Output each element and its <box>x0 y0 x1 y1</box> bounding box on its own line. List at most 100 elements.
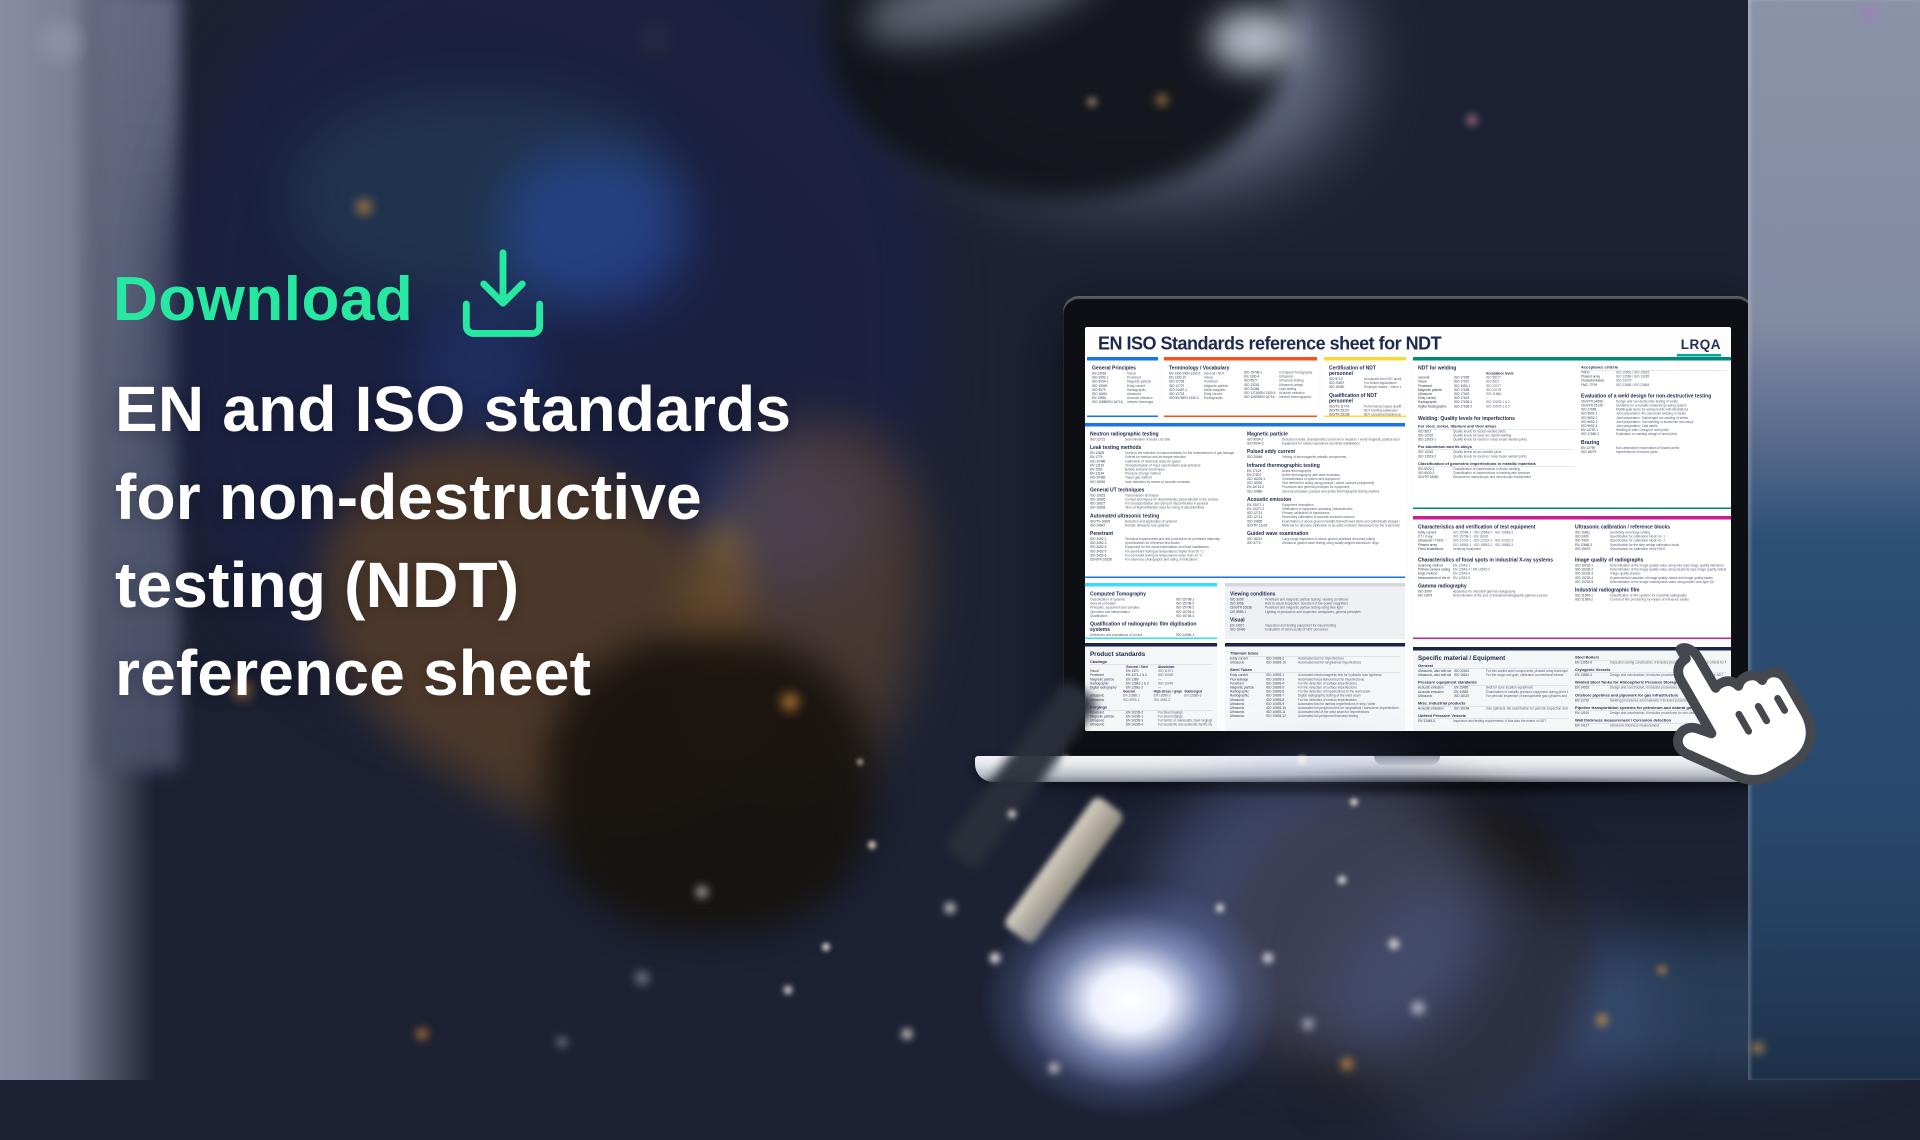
standard-row: ISO 19232-1 Determination of the image qu… <box>1575 564 1724 568</box>
standard-row: EN 12668-3 Specification for the step wed… <box>1575 543 1680 547</box>
standard-row: Ultrasonic EN 10228-4 For austenitic and a… <box>1090 723 1212 727</box>
standard-row: ISO 23243 Ultrasonic arrays <box>1244 383 1303 387</box>
standard-row: ISO 19835 Examination of above-ground met… <box>1247 519 1400 524</box>
standard-row: ISO 10878/EN 16714-3 Infrared thermograph… <box>1244 395 1312 400</box>
standard-row: EN 12799 Non-destructive examination of b… <box>1581 446 1680 450</box>
standard-row: ISO 15708-1 Computed Tomography <box>1244 371 1312 375</box>
section-header: Automated ultrasonic testing <box>1090 513 1160 519</box>
headline-line: for non-destructive <box>115 461 702 533</box>
download-cta[interactable]: Download <box>113 247 547 346</box>
standard-row: ISO 5817 Quality levels for fusion-welded… <box>1418 429 1506 434</box>
standard-row: EN 1330-1/EN 1330-2 General / NDT <box>1169 372 1225 376</box>
standard-row: Ultrasonic ISO 10893-12 Automated full per… <box>1230 714 1359 719</box>
section-header: Certification of NDT personnel <box>1329 365 1376 377</box>
panel-ndt-for-welding: NDT for welding Acceptance levels General I… <box>1413 357 1731 509</box>
standard-row: Visual EN 1370 ISO 11971 <box>1090 669 1174 674</box>
panel-product-standards: Product standards Castings General / Steel… <box>1085 643 1217 731</box>
standard-row: EN 13477-1 Equipment description <box>1247 503 1314 507</box>
standard-row: ISO 19675 Specification for calibration b… <box>1575 547 1666 551</box>
lrqa-logo: LRQA <box>1677 337 1721 357</box>
standard-row: Definitions and evaluations of control IS… <box>1090 633 1195 638</box>
standard-row: ISO 20669 Testing of ferromagnetic metall… <box>1247 455 1347 460</box>
standard-row: ISO 5579 Radiographic <box>1092 388 1146 392</box>
standard-row: General principles ISO 15708-2 <box>1090 602 1195 606</box>
standard-row: ISO 3452-6 For penetrant testing at tempe… <box>1090 553 1203 558</box>
standard-row: Principles, equipment and samples ISO 157… <box>1090 606 1195 610</box>
section-header: Acoustic emission <box>1247 496 1292 503</box>
standard-row: EN 13445-5 Inspection and testing require… <box>1418 719 1547 724</box>
standard-row: ISO 6520-1 Classification of imperfection… <box>1418 467 1520 471</box>
section-header: Evaluation of a weld design for non-dest… <box>1581 393 1712 399</box>
standard-row: Ultrasonic ISO 10893-10 Automated full per… <box>1230 706 1399 711</box>
standard-row: ISO 20484 Leak testing <box>1244 387 1297 391</box>
standard-row: ISO 7963 Specification for calibration bl… <box>1575 539 1666 543</box>
section-header: Leak testing methods <box>1090 445 1142 451</box>
standard-row: Acoustic emission EN 14584 Examination of … <box>1418 690 1568 694</box>
reference-sheet-preview[interactable]: EN ISO Standards reference sheet for NDT… <box>1085 327 1731 731</box>
standard-row: EN 12952-6 Inspection during construction… <box>1575 661 1726 665</box>
standard-row: Operation and interpretation ISO 15708-3 <box>1090 610 1195 614</box>
standard-row: EN 13192 Characterisation of mass spectro… <box>1090 463 1201 468</box>
standard-row: Ultrasonic / TOFD ISO 22232-1 · ISO 22232… <box>1418 539 1514 543</box>
standard-row: EN 1779 Criteria for method and technique… <box>1090 455 1186 460</box>
headline-line: testing (NDT) <box>115 549 520 621</box>
section-header: Industrial radiographic film <box>1575 587 1640 594</box>
standard-row: Penetrant EN 1371-1 & 2 ISO 10049 <box>1090 673 1174 678</box>
standard-row: ISO 13919-2 Quality levels for electron /… <box>1418 454 1527 459</box>
section-header: NDT for welding <box>1418 365 1457 372</box>
standard-row: ISO 4773 Ultrasonic guided wave testing u… <box>1247 541 1379 546</box>
panel-terminology: Terminology / Vocabulary EN 1330-1/EN 133… <box>1164 357 1317 417</box>
download-icon <box>459 247 547 346</box>
standard-row: ISO 18251-1 Characteristics of system and… <box>1247 477 1340 482</box>
standard-row: Ultrasonic ISO 4992-1 ISO 4992-2 <box>1090 698 1171 702</box>
standard-row: ISO 19232-2 Determination of the image qu… <box>1575 568 1726 572</box>
standard-row: ISO/TS 16829 Detection and application of… <box>1090 519 1178 524</box>
standard-row: Radiographic ISO 17636-1 ISO 10675-1 & 2 <box>1418 400 1510 405</box>
standard-row: ISO 16828 Time-of-flight diffraction used… <box>1090 506 1205 510</box>
standard-row: ISO 3059 Penetrant and magnetic particle … <box>1230 598 1349 602</box>
lrqa-logo-text: LRQA <box>1680 337 1721 352</box>
panel-color-bar <box>1413 357 1731 361</box>
standard-row: ISO 18211 Long-range inspection of above-… <box>1247 537 1375 542</box>
section-header: Product standards <box>1090 650 1146 658</box>
standard-row: ISO 20807 For limited applications <box>1329 381 1397 386</box>
standard-row: ISO 18279 Imperfections in brazed joints <box>1581 450 1658 454</box>
panel-color-bar <box>1164 357 1317 361</box>
standard-row: ISO 16827 For characterization and sizing… <box>1090 502 1208 506</box>
section-header: Welding: Quality levels for imperfection… <box>1418 415 1515 422</box>
section-header: Specific material / Equipment <box>1418 654 1506 662</box>
click-cursor-icon <box>1656 628 1826 813</box>
section-subheader: Pipeline transportation systems for petr… <box>1575 705 1726 711</box>
panel-equipment-verification: Characteristics and verification of test… <box>1413 516 1731 639</box>
standard-row: ISO 12718 Eddy current <box>1169 392 1223 397</box>
standard-row: Eddy current ISO 17643– <box>1418 396 1488 401</box>
standard-row: Ultrasonic ISO 10893-11 Automated test of … <box>1230 710 1370 715</box>
standard-row: EN 12679 Determination of the size of ind… <box>1418 594 1548 598</box>
standard-row: ISO/TR 25108NDT personnel training organ… <box>1329 413 1401 417</box>
section-header: Qualification of NDT personnel <box>1329 392 1378 404</box>
panel-color-bar <box>1413 516 1731 520</box>
photo-sparks <box>0 0 4 4</box>
laptop-base-notch <box>1373 756 1440 765</box>
standard-row: ISO 12707 Magnetic particle <box>1169 384 1229 388</box>
section-header: Characteristics of focal spots in indust… <box>1418 557 1554 564</box>
section-header: Ultrasonic calibration / reference block… <box>1575 524 1671 531</box>
headline-line: EN and ISO standards <box>115 373 792 445</box>
panel-computed-tomography: Computed Tomography Classification of sys… <box>1085 583 1217 639</box>
section-header: Computed Tomography <box>1090 591 1147 598</box>
standard-row: EN 13554 Acoustic emission <box>1092 396 1153 401</box>
standard-row: Eddy current ISO 10893-1 Automated electro… <box>1230 673 1382 678</box>
standard-row: Ultrasonic ISO 10893-8 For the detection o… <box>1230 698 1357 702</box>
panel-color-bar <box>1085 423 1405 427</box>
standard-row: EN 14015 Design and construction; it incl… <box>1575 686 1724 690</box>
standard-row: ISO 3999 Apparatus for industrial gamma r… <box>1418 589 1516 594</box>
section-header: Brazing <box>1581 439 1600 446</box>
standard-row: EN 12732 Welding procedures and materials… <box>1575 698 1726 703</box>
standard-row: ISO 15549 Eddy current <box>1092 384 1146 388</box>
section-subheader: Steel Tubes <box>1230 668 1400 674</box>
lrqa-logo-underline <box>1677 354 1721 357</box>
standard-row: EN 1330-10 Visual <box>1169 376 1213 380</box>
